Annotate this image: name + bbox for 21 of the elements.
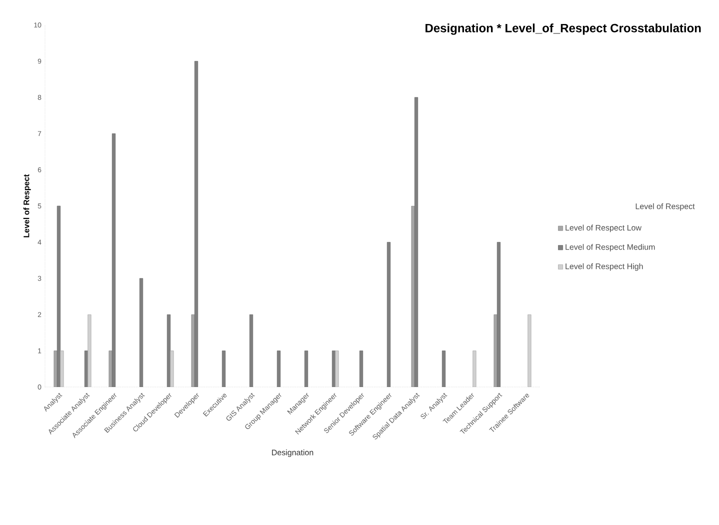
bar <box>496 242 501 387</box>
bar <box>304 350 308 387</box>
bar <box>139 278 144 387</box>
bar <box>112 133 116 387</box>
bar <box>442 350 446 387</box>
legend-label: Level of Respect Low <box>566 224 642 232</box>
legend-label: Level of Respect Medium <box>566 244 655 252</box>
chart-title: Designation * Level_of_Respect Crosstabulation <box>426 24 701 35</box>
bar <box>249 314 254 387</box>
bar <box>194 60 198 387</box>
bar <box>414 97 418 387</box>
bar <box>222 350 226 387</box>
bar <box>276 350 281 387</box>
x-axis-title: Designation <box>272 449 314 457</box>
bar <box>166 314 171 387</box>
bar <box>56 206 61 387</box>
bar <box>359 350 364 387</box>
legend-label: Level of Respect High <box>566 263 643 271</box>
bar <box>386 242 391 387</box>
legend-title: Level of Respect <box>636 203 695 211</box>
y-axis-title: Level of Respect <box>23 174 31 238</box>
